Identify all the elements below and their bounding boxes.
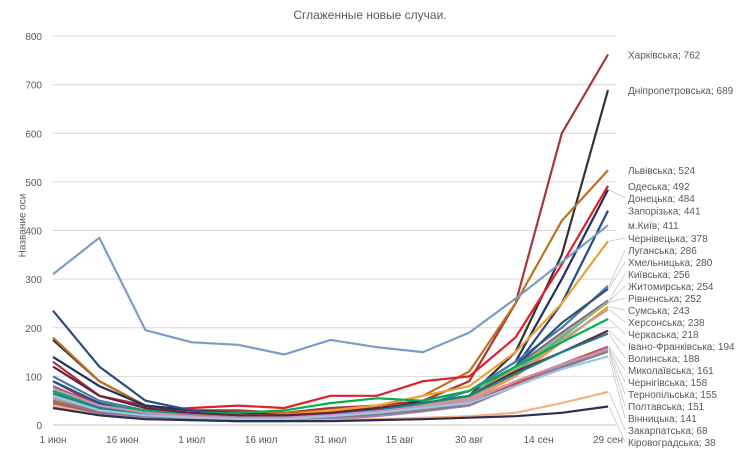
y-tick-label: 400 — [25, 227, 42, 238]
series-end-label: Миколаївська; 161 — [628, 366, 714, 377]
label-leader-line — [608, 318, 626, 335]
series-end-label: Черкаська; 218 — [628, 330, 699, 341]
series-end-label: Одеська; 492 — [628, 182, 690, 193]
label-leader-line — [608, 391, 626, 431]
series-end-label: Вінницька; 141 — [628, 414, 697, 425]
label-leader-line — [608, 273, 626, 301]
series-line-16 — [52, 329, 609, 417]
label-leader-line — [608, 297, 626, 303]
series-line-8 — [52, 285, 609, 419]
y-tick-label: 600 — [25, 129, 42, 140]
label-leader-line — [608, 406, 626, 443]
series-end-label: Донецька; 484 — [628, 194, 695, 205]
x-tick-label: 29 сен — [593, 435, 623, 446]
series-end-label: м.Київ; 411 — [628, 221, 679, 232]
y-tick-label: 300 — [25, 275, 42, 286]
series-end-label: Дніпропетровська; 689 — [628, 86, 734, 97]
label-leader-line — [608, 349, 626, 395]
series-line-22 — [52, 355, 609, 421]
series-line-6 — [52, 224, 609, 356]
y-tick-label: 500 — [25, 178, 42, 189]
y-tick-label: 100 — [25, 372, 42, 383]
y-tick-label: 800 — [25, 32, 42, 43]
series-end-label: Запорізька; 441 — [628, 207, 701, 218]
y-tick-label: 700 — [25, 81, 42, 92]
label-leader-line — [608, 356, 626, 419]
series-end-label: Харківська; 762 — [628, 50, 701, 61]
series-end-label: Чернівецька; 378 — [628, 234, 708, 245]
x-tick-label: 1 июн — [40, 435, 67, 446]
series-line-24 — [52, 405, 609, 423]
x-tick-label: 14 сен — [524, 435, 554, 446]
x-tick-label: 31 июл — [314, 435, 347, 446]
series-end-label: Івано-Франківська; 194 — [628, 342, 735, 353]
series-end-label: Сумська; 243 — [628, 306, 690, 317]
x-tick-label: 30 авг — [455, 435, 484, 446]
y-tick-label: 0 — [36, 421, 42, 432]
x-tick-label: 15 авг — [386, 435, 415, 446]
label-leader-line — [608, 249, 626, 287]
label-leader-line — [608, 237, 626, 242]
chart-title: Сглаженные новые случаи. — [293, 8, 447, 22]
series-end-label: Житомирська; 254 — [628, 282, 714, 293]
series-end-label: Київська; 256 — [628, 270, 690, 281]
label-leader-line — [608, 346, 626, 371]
series-line-15 — [52, 318, 609, 414]
series-end-label: Кіровоградська; 38 — [628, 438, 716, 449]
series-end-label: Закарпатська; 68 — [628, 426, 708, 437]
label-leader-line — [608, 261, 626, 290]
series-end-label: Луганська; 286 — [628, 246, 697, 257]
y-axis-title: Название оси — [17, 193, 29, 258]
label-leader-line — [608, 306, 626, 311]
series-end-label: Хмельницька; 280 — [628, 258, 713, 269]
label-leader-line — [608, 330, 626, 347]
series-end-label: Полтавська; 151 — [628, 402, 705, 413]
label-leader-line — [608, 351, 626, 407]
label-leader-line — [608, 308, 626, 323]
series-end-label: Волинська; 188 — [628, 354, 700, 365]
series-end-label: Тернопільська; 155 — [628, 390, 717, 401]
x-tick-label: 1 июл — [178, 435, 205, 446]
label-leader-line — [608, 189, 626, 199]
x-tick-label: 16 июн — [106, 435, 139, 446]
series-end-label: Львівська; 524 — [628, 166, 696, 177]
label-leader-line — [608, 348, 626, 383]
x-tick-label: 16 июл — [245, 435, 278, 446]
label-leader-line — [608, 285, 626, 302]
series-end-label: Чернігівська; 158 — [628, 378, 708, 389]
label-leader-line — [608, 333, 626, 359]
y-tick-label: 200 — [25, 324, 42, 335]
series-end-label: Херсонська; 238 — [628, 318, 705, 329]
series-end-label: Рівненська; 252 — [628, 294, 702, 305]
